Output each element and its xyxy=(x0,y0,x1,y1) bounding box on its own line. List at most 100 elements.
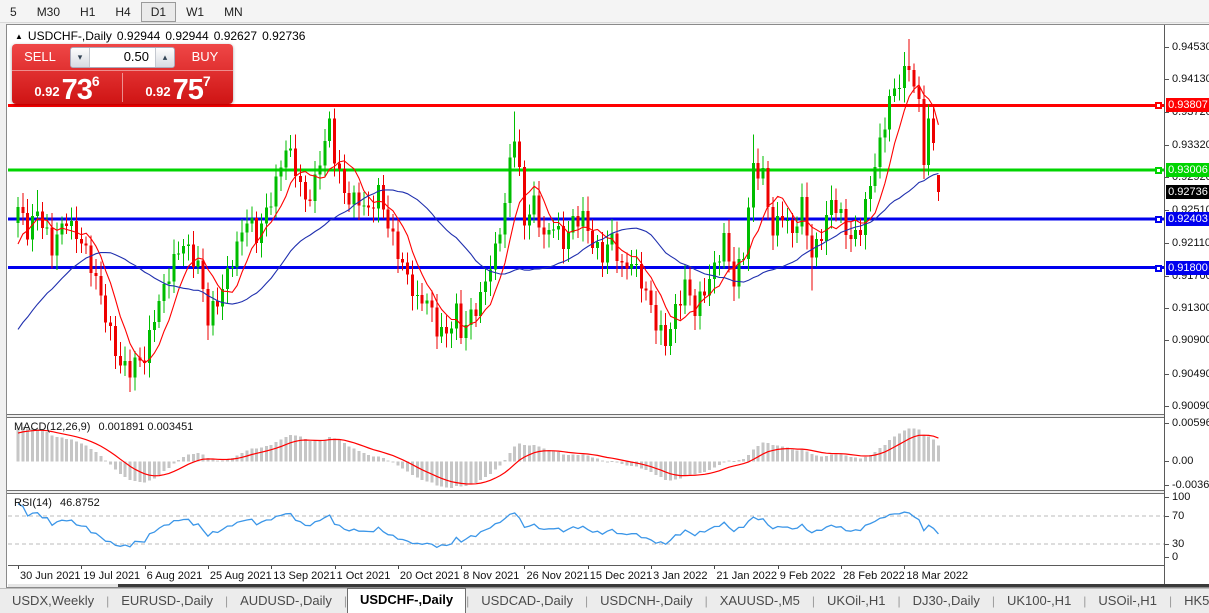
macd-tick xyxy=(1165,485,1169,486)
symbol-period-label: USDCHF-,Daily xyxy=(27,29,112,43)
price-divider xyxy=(122,73,123,102)
tab-uk100-h1[interactable]: UK100-,H1 xyxy=(1006,593,1072,608)
tab-dj30-daily[interactable]: DJ30-,Daily xyxy=(912,593,980,608)
date-tick xyxy=(461,566,463,569)
date-tick-label: 20 Oct 2021 xyxy=(399,570,460,582)
sell-button[interactable]: SELL xyxy=(24,49,56,64)
date-tick-label: 26 Nov 2021 xyxy=(526,570,589,582)
buy-button[interactable]: BUY xyxy=(191,49,219,64)
price-tick-label: 0.94130 xyxy=(1172,73,1209,86)
price-level-badge: 0.93006 xyxy=(1166,163,1209,178)
tab-audusd-daily[interactable]: AUDUSD-,Daily xyxy=(240,593,332,608)
volume-decrease-button[interactable]: ▾ xyxy=(71,47,89,67)
rsi-tick-label: 100 xyxy=(1172,491,1191,503)
date-tick xyxy=(777,566,779,569)
rsi-tick-label: 30 xyxy=(1172,538,1185,550)
timeframe-button-d1[interactable]: D1 xyxy=(140,1,177,22)
rsi-tick xyxy=(1165,557,1169,558)
quote-low: 0.92627 xyxy=(213,29,258,43)
price-level-badge: 0.91800 xyxy=(1166,260,1209,275)
date-tick-label: 6 Aug 2021 xyxy=(146,570,203,582)
sell-price-display[interactable]: 0.92736 xyxy=(12,71,122,104)
tab-usdcad-daily[interactable]: USDCAD-,Daily xyxy=(481,593,574,608)
price-tick xyxy=(1165,79,1169,81)
date-tick xyxy=(651,566,653,569)
tab-ukoil-h1[interactable]: UKOil-,H1 xyxy=(827,593,886,608)
tab-separator: | xyxy=(897,594,901,608)
rsi-tick xyxy=(1165,497,1169,498)
tab-separator: | xyxy=(991,594,995,608)
date-tick-label: 18 Mar 2022 xyxy=(906,570,969,582)
buy-price-pip: 7 xyxy=(202,73,211,89)
hscrollbar-thumb[interactable] xyxy=(118,584,1209,587)
buy-price-display[interactable]: 0.92757 xyxy=(123,71,233,104)
volume-increase-button[interactable]: ▴ xyxy=(156,47,174,67)
date-tick xyxy=(271,566,273,569)
macd-values: 0.001891 0.003451 xyxy=(98,421,194,433)
timeframe-toolbar: 5 M30 H1 H4 D1 W1 MN xyxy=(0,0,1209,23)
price-axis[interactable]: 0.945300.941300.937200.933200.929200.925… xyxy=(1164,25,1209,587)
price-tick-label: 0.92110 xyxy=(1172,236,1209,249)
price-tick xyxy=(1165,47,1169,49)
date-tick xyxy=(81,566,83,569)
timeframe-button-h4[interactable]: H4 xyxy=(115,4,131,19)
rsi-value: 46.8752 xyxy=(59,497,100,509)
volume-input[interactable]: 0.50 xyxy=(89,47,156,67)
rsi-chart-surface[interactable] xyxy=(8,495,1164,565)
date-tick-label: 8 Nov 2021 xyxy=(463,570,520,582)
date-tick-label: 25 Aug 2021 xyxy=(209,570,272,582)
price-tick xyxy=(1165,275,1169,277)
rsi-tick xyxy=(1165,544,1169,545)
price-tick xyxy=(1165,405,1169,407)
date-tick xyxy=(714,566,716,569)
macd-legend: MACD(12,26,9) 0.001891 0.003451 xyxy=(14,421,193,433)
price-tick xyxy=(1165,373,1169,375)
macd-tick-label: -0.003664 xyxy=(1172,479,1209,491)
rsi-tick-label: 0 xyxy=(1172,551,1179,563)
tab-usdcnh-daily[interactable]: USDCNH-,Daily xyxy=(600,593,693,608)
quote-open: 0.92944 xyxy=(116,29,161,43)
volume-control: ▾ 0.50 ▴ xyxy=(70,46,175,68)
date-tick-label: 30 Jun 2021 xyxy=(20,570,81,582)
price-tick-label: 0.90090 xyxy=(1172,399,1209,412)
tab-separator: | xyxy=(106,594,110,608)
chart-window: ▲ USDCHF-,Daily 0.92944 0.92944 0.92627 0.927… xyxy=(6,24,1209,588)
tab-separator: | xyxy=(704,594,708,608)
macd-chart-surface[interactable] xyxy=(8,419,1164,490)
tab-separator: | xyxy=(224,594,229,608)
date-tick xyxy=(841,566,843,569)
timeframe-button-h1[interactable]: H1 xyxy=(80,4,96,19)
tab-hk50-h1[interactable]: HK50-,H1 xyxy=(1184,593,1209,608)
price-tick xyxy=(1165,340,1169,342)
price-tick-label: 0.90900 xyxy=(1172,334,1209,347)
tab-eurusd-daily[interactable]: EURUSD-,Daily xyxy=(121,593,213,608)
level-end-marker xyxy=(1155,264,1162,272)
price-tick-label: 0.93320 xyxy=(1172,138,1209,151)
buy-price-base: 0.92 xyxy=(145,84,171,99)
date-tick-label: 15 Dec 2021 xyxy=(589,570,653,582)
pane-splitter[interactable] xyxy=(7,490,1208,494)
timeframe-button-5[interactable]: 5 xyxy=(10,4,17,19)
tab-usoil-h1[interactable]: USOil-,H1 xyxy=(1098,593,1157,608)
pane-splitter[interactable] xyxy=(7,414,1208,418)
collapse-icon[interactable]: ▲ xyxy=(15,32,23,41)
tab-usdx-weekly[interactable]: USDX,Weekly xyxy=(12,593,95,608)
timeframe-button-mn[interactable]: MN xyxy=(224,4,243,19)
date-tick xyxy=(334,566,336,569)
tab-usdchf-daily[interactable]: USDCHF-,Daily xyxy=(346,588,467,613)
date-axis[interactable]: 30 Jun 2021 19 Jul 2021 6 Aug 2021 25 Aug 2… xyxy=(8,565,1164,583)
rsi-tick-label: 70 xyxy=(1172,510,1185,522)
level-end-marker xyxy=(1155,167,1162,175)
tab-separator: | xyxy=(343,594,347,608)
tab-separator: | xyxy=(585,594,589,608)
timeframe-button-m30[interactable]: M30 xyxy=(36,4,61,19)
chart-hscrollbar xyxy=(8,584,1209,587)
date-tick xyxy=(207,566,209,569)
rsi-title: RSI(14) xyxy=(14,497,52,509)
timeframe-button-w1[interactable]: W1 xyxy=(186,4,205,19)
price-level-badge: 0.92736 xyxy=(1166,185,1209,200)
date-tick-label: 19 Jul 2021 xyxy=(83,570,141,582)
price-level-badge: 0.92403 xyxy=(1166,211,1209,226)
tab-xauusd-m5[interactable]: XAUUSD-,M5 xyxy=(719,593,800,608)
